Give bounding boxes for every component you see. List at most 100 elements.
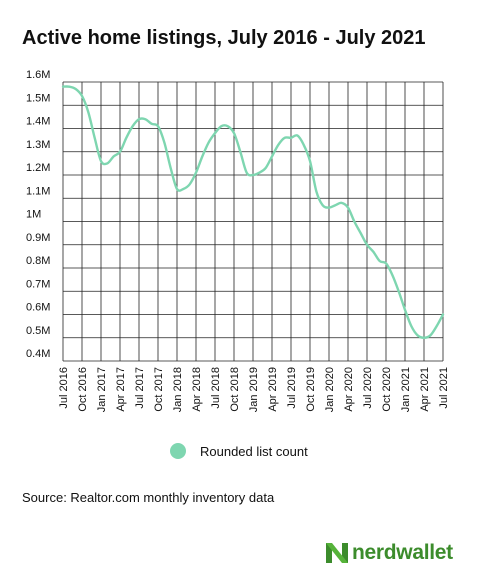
data-point bbox=[385, 262, 387, 264]
data-point bbox=[87, 111, 89, 113]
y-tick-label: 1.1M bbox=[26, 185, 50, 197]
y-tick-label: 0.8M bbox=[26, 255, 50, 267]
x-tick-label: Apr 2017 bbox=[115, 367, 127, 412]
data-point bbox=[391, 274, 393, 276]
x-tick-label: Oct 2020 bbox=[381, 367, 393, 412]
data-point bbox=[100, 160, 102, 162]
data-point bbox=[442, 313, 444, 315]
y-tick-label: 1.6M bbox=[26, 69, 50, 81]
y-tick-label: 0.7M bbox=[26, 278, 50, 290]
data-point bbox=[182, 188, 184, 190]
data-point bbox=[264, 167, 266, 169]
data-point bbox=[226, 125, 228, 127]
data-point bbox=[340, 202, 342, 204]
y-tick-label: 0.6M bbox=[26, 302, 50, 314]
x-tick-label: Oct 2018 bbox=[229, 367, 241, 412]
y-tick-label: 0.5M bbox=[26, 325, 50, 337]
data-point bbox=[125, 137, 127, 139]
data-point bbox=[359, 232, 361, 234]
data-point bbox=[62, 85, 64, 87]
series-line-0 bbox=[61, 85, 445, 339]
x-tick-label: Apr 2020 bbox=[343, 367, 355, 412]
data-point bbox=[404, 309, 406, 311]
data-point bbox=[296, 134, 298, 136]
x-tick-label: Jul 2019 bbox=[286, 367, 298, 409]
chart-title: Active home listings, July 2016 - July 2… bbox=[22, 27, 426, 49]
data-point bbox=[169, 167, 171, 169]
data-point bbox=[106, 162, 108, 164]
source-note: Source: Realtor.com monthly inventory da… bbox=[22, 490, 275, 505]
data-point bbox=[283, 137, 285, 139]
x-tick-label: Oct 2019 bbox=[305, 367, 317, 412]
series-layer bbox=[61, 85, 445, 339]
y-tick-label: 1.3M bbox=[26, 139, 50, 151]
y-tick-label: 0.4M bbox=[26, 348, 50, 360]
grid-lines bbox=[62, 81, 444, 362]
data-point bbox=[328, 206, 330, 208]
data-point bbox=[233, 132, 235, 134]
data-point bbox=[150, 123, 152, 125]
data-point bbox=[68, 85, 70, 87]
data-point bbox=[258, 171, 260, 173]
data-point bbox=[252, 174, 254, 176]
data-point bbox=[347, 206, 349, 208]
data-point bbox=[214, 132, 216, 134]
x-tick-label: Jul 2017 bbox=[134, 367, 146, 409]
data-point bbox=[372, 251, 374, 253]
data-point bbox=[239, 151, 241, 153]
data-point bbox=[93, 137, 95, 139]
data-point bbox=[112, 155, 114, 157]
x-tick-label: Oct 2016 bbox=[77, 367, 89, 412]
data-point bbox=[302, 144, 304, 146]
data-point bbox=[315, 190, 317, 192]
data-point bbox=[74, 88, 76, 90]
data-point bbox=[245, 171, 247, 173]
y-tick-label: 1.5M bbox=[26, 92, 50, 104]
legend-label: Rounded list count bbox=[200, 443, 308, 459]
x-tick-label: Jul 2021 bbox=[438, 367, 450, 409]
x-tick-label: Jul 2018 bbox=[210, 367, 222, 409]
data-point bbox=[290, 137, 292, 139]
x-tick-label: Jan 2019 bbox=[248, 367, 260, 412]
data-point bbox=[157, 125, 159, 127]
x-tick-label: Jan 2017 bbox=[96, 367, 108, 412]
data-point bbox=[366, 244, 368, 246]
data-point bbox=[220, 125, 222, 127]
x-axis-tick-labels: Jul 2016 Oct 2016 Jan 2017 Apr 2017 Jul 2017… bbox=[58, 367, 450, 412]
nerdwallet-logo-icon bbox=[326, 543, 348, 563]
data-point bbox=[321, 204, 323, 206]
y-tick-label: 0.9M bbox=[26, 232, 50, 244]
y-tick-label: 1.4M bbox=[26, 116, 50, 128]
data-point bbox=[309, 160, 311, 162]
data-point bbox=[423, 337, 425, 339]
data-point bbox=[397, 290, 399, 292]
x-tick-label: Apr 2021 bbox=[419, 367, 431, 412]
data-point bbox=[207, 141, 209, 143]
legend-swatch bbox=[170, 443, 186, 459]
x-tick-label: Oct 2017 bbox=[153, 367, 165, 412]
data-point bbox=[144, 118, 146, 120]
x-tick-label: Jul 2020 bbox=[362, 367, 374, 409]
legend: Rounded list count bbox=[170, 443, 308, 459]
x-tick-label: Jan 2020 bbox=[324, 367, 336, 412]
data-point bbox=[195, 171, 197, 173]
data-point bbox=[188, 183, 190, 185]
data-point bbox=[353, 220, 355, 222]
data-point bbox=[131, 125, 133, 127]
data-point bbox=[119, 151, 121, 153]
line-chart: 0.4M 0.5M 0.6M 0.7M 0.8M 0.9M 1M 1.1M 1.2M 1.3M 1.… bbox=[26, 69, 450, 412]
y-axis-tick-labels: 0.4M 0.5M 0.6M 0.7M 0.8M 0.9M 1M 1.1M 1.2M 1.3M 1.… bbox=[26, 69, 50, 360]
data-point bbox=[163, 141, 165, 143]
data-point bbox=[378, 260, 380, 262]
data-point bbox=[334, 204, 336, 206]
data-point bbox=[435, 325, 437, 327]
x-tick-label: Apr 2018 bbox=[191, 367, 203, 412]
data-point bbox=[138, 118, 140, 120]
data-point bbox=[271, 155, 273, 157]
data-point bbox=[429, 334, 431, 336]
nerdwallet-logo: nerdwallet bbox=[326, 540, 453, 566]
data-point bbox=[176, 188, 178, 190]
data-point bbox=[416, 334, 418, 336]
data-point bbox=[410, 325, 412, 327]
data-point bbox=[277, 144, 279, 146]
